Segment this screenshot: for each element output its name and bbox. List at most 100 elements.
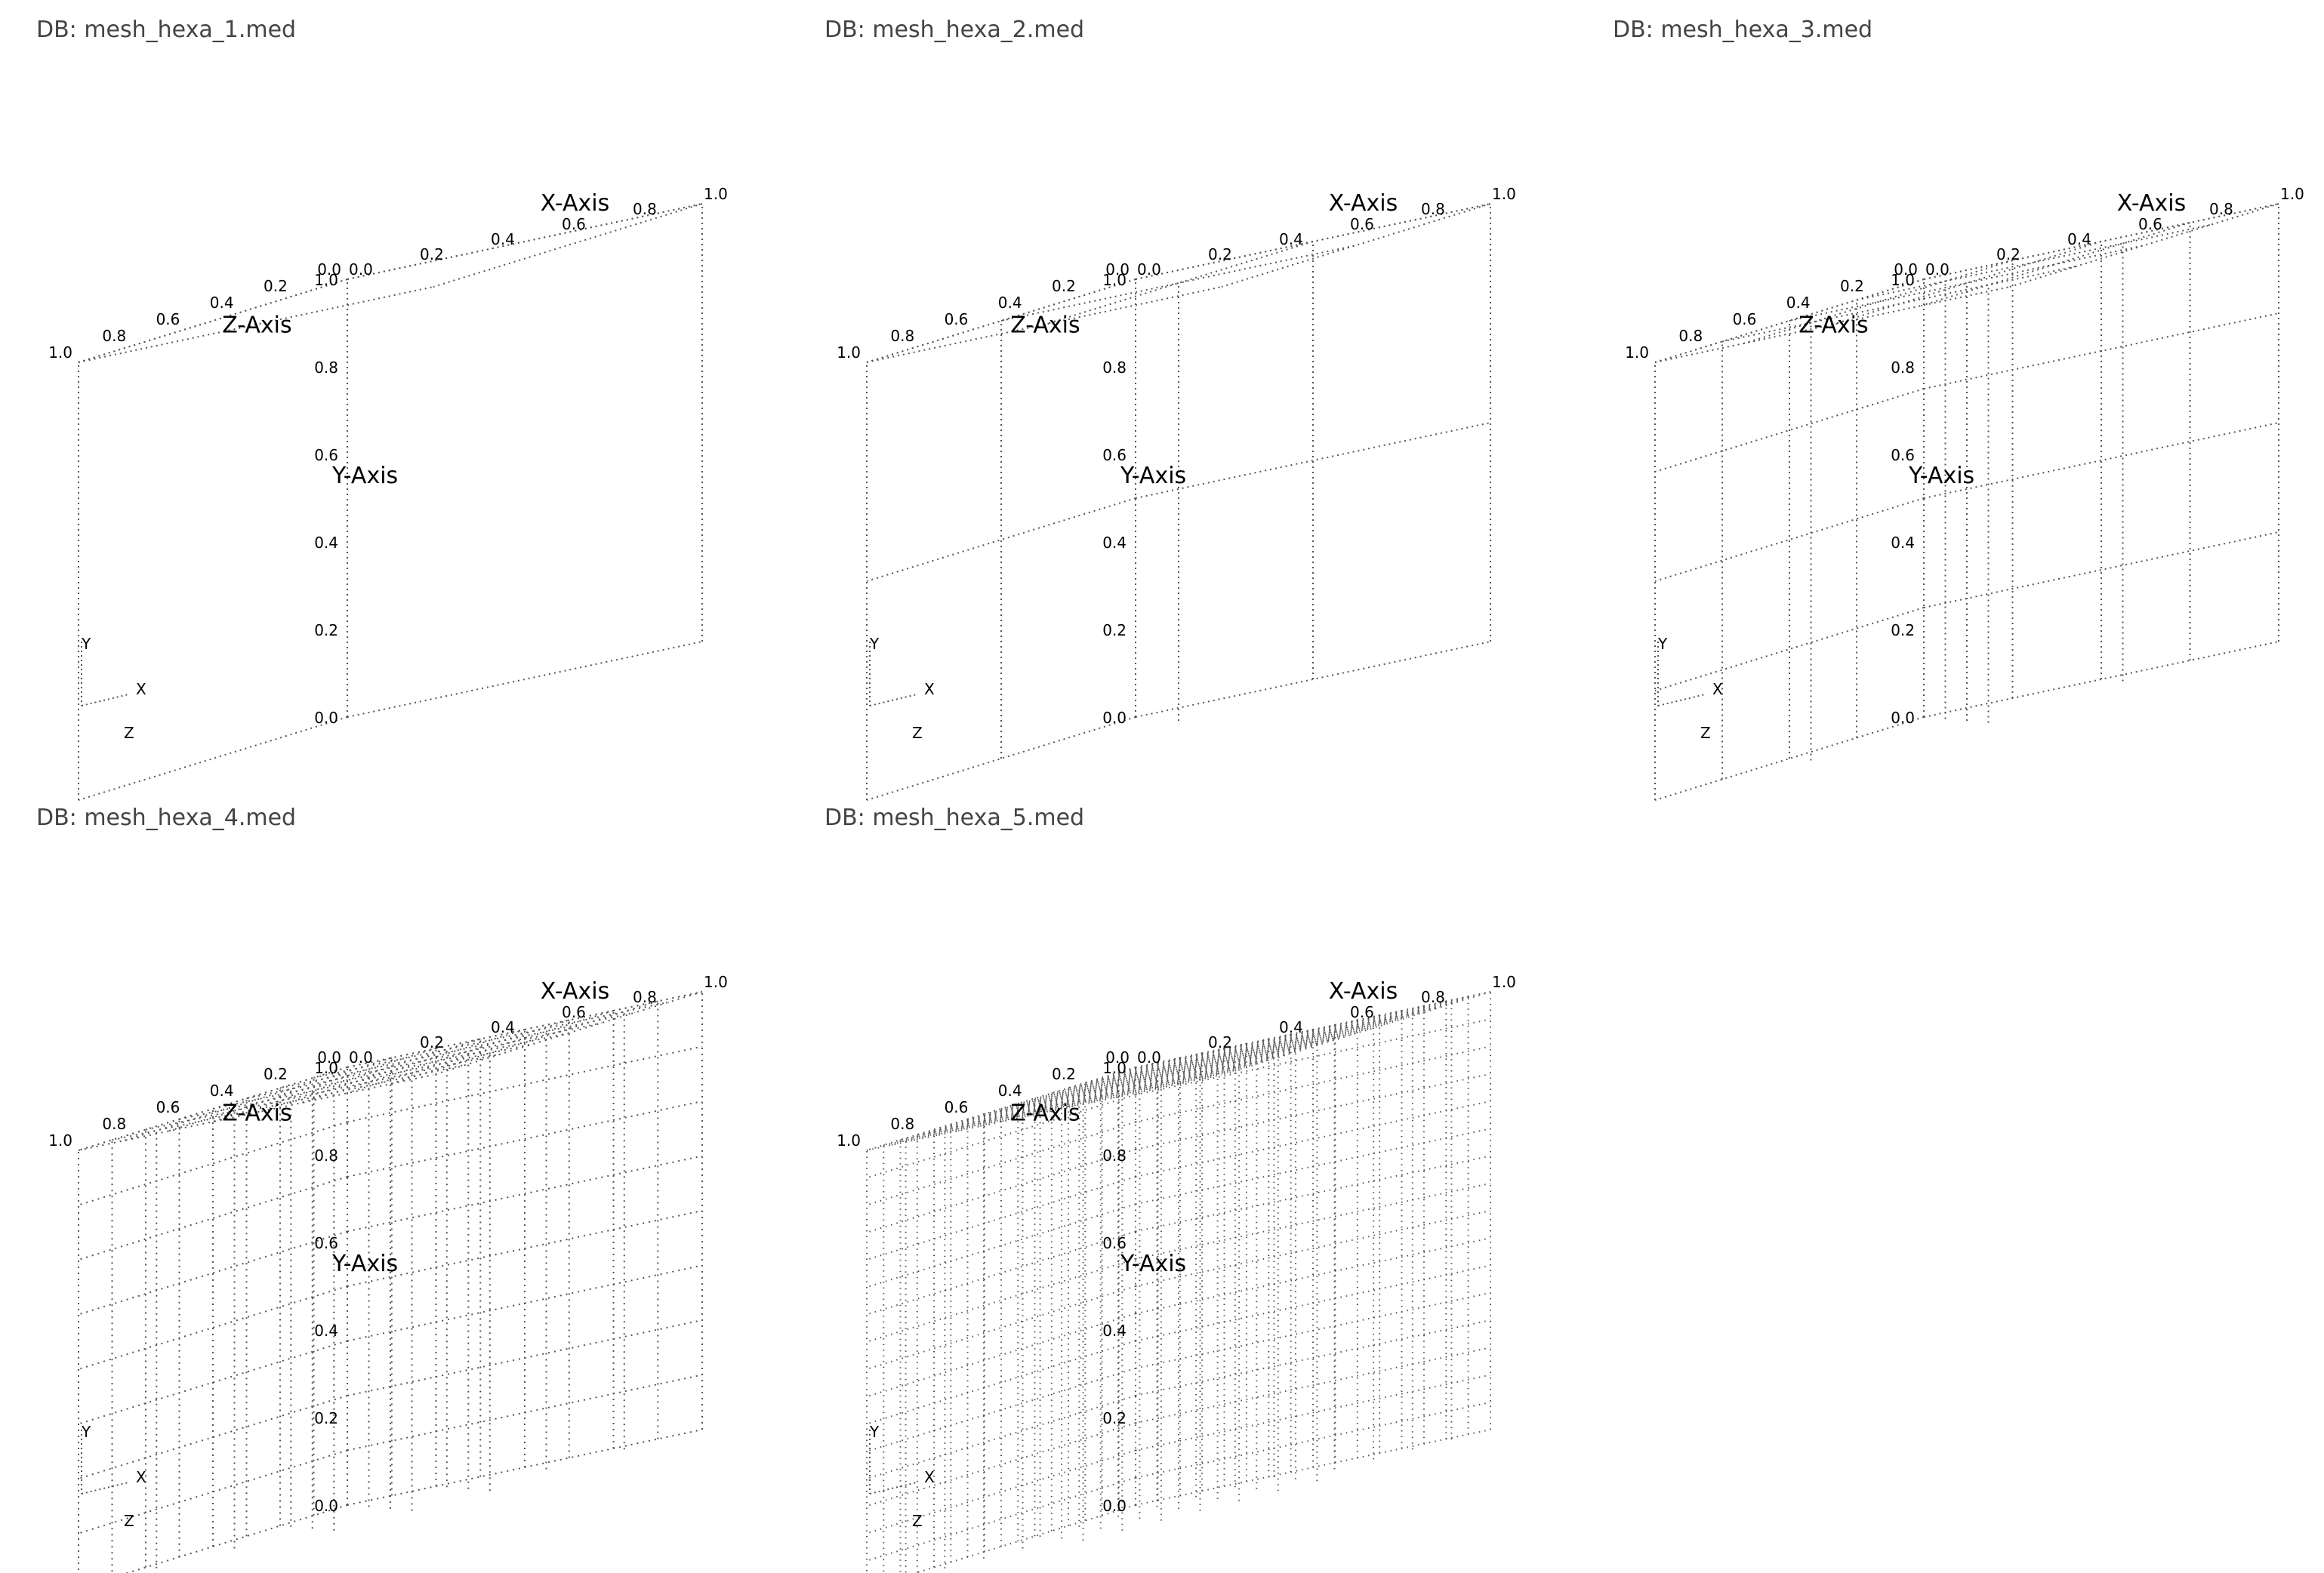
x-tick-label: 0.2: [1208, 245, 1232, 263]
z-tick-label: 1.0: [837, 343, 861, 362]
mesh-edge: [1135, 1347, 1491, 1424]
z-tick-label: 0.0: [1894, 260, 1918, 279]
mesh-edge: [347, 203, 703, 280]
x-tick-label: 0.0: [1137, 260, 1161, 279]
y-tick-label: 1.0: [314, 1059, 338, 1077]
mesh-edge: [1135, 1210, 1491, 1287]
mesh-edge: [347, 1045, 703, 1123]
mesh-wireframe: [1654, 203, 2279, 801]
triad-z-label: Z: [124, 724, 134, 742]
x-tick-label: 0.6: [1350, 215, 1374, 233]
z-tick-label: 0.4: [998, 294, 1022, 312]
z-tick-label: 0.2: [1840, 277, 1864, 295]
mesh-edge: [212, 1033, 569, 1110]
axis-ticks: 0.00.20.40.60.81.00.00.20.40.60.81.00.00…: [837, 973, 1516, 1515]
triad-z-label: Z: [124, 1512, 134, 1530]
z-axis-title: Z-Axis: [222, 312, 291, 339]
panel-title: DB: mesh_hexa_4.med: [36, 805, 297, 831]
mesh-edge: [347, 1155, 703, 1233]
x-tick-label: 0.2: [420, 1033, 444, 1051]
x-tick-label: 0.8: [633, 200, 657, 218]
z-tick-label: 0.4: [1786, 294, 1811, 312]
x-tick-label: 0.8: [1421, 200, 1445, 218]
z-tick-label: 0.8: [890, 1115, 914, 1133]
mesh-edge: [78, 286, 434, 363]
x-tick-label: 1.0: [1492, 973, 1516, 991]
mesh-edge: [900, 1064, 1256, 1141]
panel-title: DB: mesh_hexa_2.med: [824, 17, 1085, 43]
z-tick-label: 0.6: [945, 310, 969, 328]
x-tick-label: 1.0: [704, 973, 728, 991]
z-tick-label: 0.2: [1052, 277, 1076, 295]
y-tick-label: 0.2: [1891, 621, 1915, 639]
mesh-edge: [112, 1064, 467, 1141]
mesh-edge: [1135, 203, 1491, 280]
y-tick-label: 0.8: [1891, 359, 1915, 377]
z-tick-label: 0.0: [1105, 1048, 1130, 1067]
z-tick-label: 1.0: [837, 1131, 861, 1150]
y-tick-label: 0.6: [314, 1234, 338, 1252]
mesh-edge: [1102, 1001, 1457, 1079]
x-axis-title: X-Axis: [541, 190, 609, 217]
plot-panel: DB: mesh_hexa_3.med 0.0 0.2 0.4 0.6 0.8 1.0 0.0…: [1577, 0, 2324, 801]
mesh-edge: [866, 1148, 1136, 1233]
mesh-edge: [246, 1022, 602, 1100]
z-tick-label: 0.4: [998, 1082, 1022, 1100]
triad-z-label: Z: [912, 1512, 923, 1530]
mesh-edge: [78, 279, 348, 363]
y-axis-title: Y-Axis: [1908, 463, 1974, 489]
mesh-edge: [347, 641, 703, 718]
mesh-edge: [1135, 1182, 1491, 1260]
axes-triad: Y X Z: [81, 635, 146, 742]
x-axis-title: X-Axis: [1329, 978, 1398, 1005]
mesh-edge: [984, 1037, 1340, 1115]
z-tick-label: 0.2: [1052, 1065, 1076, 1083]
axes-triad: Y X Z: [1657, 635, 1723, 742]
axes-triad: Y X Z: [869, 1423, 935, 1530]
z-tick-label: 0.0: [317, 260, 341, 279]
mesh-edge: [1085, 1006, 1441, 1084]
y-axis-title: Y-Axis: [331, 1251, 398, 1277]
axis-ticks: 0.00.20.40.60.81.00.00.20.40.60.81.00.00…: [1625, 185, 2304, 727]
panel-title: DB: mesh_hexa_1.med: [36, 17, 297, 43]
y-tick-label: 0.4: [1102, 534, 1127, 552]
mesh-scene: 0.00.20.40.60.81.00.00.20.40.60.81.00.00…: [837, 973, 1516, 1573]
z-axis-title: Z-Axis: [1010, 312, 1080, 339]
mesh-edge: [1721, 265, 2078, 343]
axis-ticks: 0.00.20.40.60.81.00.00.20.40.60.81.00.00…: [837, 185, 1516, 727]
mesh-edge: [1135, 1237, 1491, 1315]
z-tick-label: 0.0: [317, 1048, 341, 1067]
triad-x-line: [81, 694, 129, 706]
y-tick-label: 0.0: [1891, 709, 1915, 727]
y-axis-title: Y-Axis: [331, 463, 398, 489]
x-tick-label: 0.0: [349, 260, 373, 279]
triad-x-label: X: [924, 680, 935, 698]
z-tick-label: 0.8: [102, 327, 126, 345]
mesh-edge: [1051, 1017, 1407, 1094]
mesh-edge: [866, 1257, 1136, 1343]
y-tick-label: 1.0: [1102, 1059, 1127, 1077]
mesh-wireframe: [866, 991, 1491, 1573]
x-tick-label: 0.0: [1137, 1048, 1161, 1067]
mesh-wireframe: [78, 203, 703, 801]
y-tick-label: 0.6: [1102, 1234, 1127, 1252]
x-axis-title: X-Axis: [2117, 190, 2186, 217]
mesh-edge: [1135, 1045, 1491, 1123]
y-tick-label: 0.4: [314, 1322, 338, 1340]
mesh-edge: [1000, 245, 1357, 322]
x-tick-label: 0.4: [491, 1018, 515, 1036]
mesh-edge: [866, 1422, 1136, 1507]
mesh-scene: 0.00.20.40.60.81.00.00.20.40.60.81.00.00…: [48, 185, 728, 801]
triad-y-label: Y: [869, 635, 880, 653]
axis-ticks: 0.00.20.40.60.81.00.00.20.40.60.81.00.00…: [48, 973, 728, 1515]
mesh-edge: [866, 1476, 1136, 1562]
x-tick-label: 0.2: [420, 245, 444, 263]
triad-x-line: [1657, 694, 1706, 706]
mesh-edge: [1654, 497, 1925, 582]
y-tick-label: 0.2: [314, 621, 338, 639]
mesh-edge: [913, 1504, 1136, 1573]
triad-y-label: Y: [81, 635, 91, 653]
mesh-edge: [1135, 1018, 1491, 1096]
mesh-edge: [78, 1074, 434, 1151]
